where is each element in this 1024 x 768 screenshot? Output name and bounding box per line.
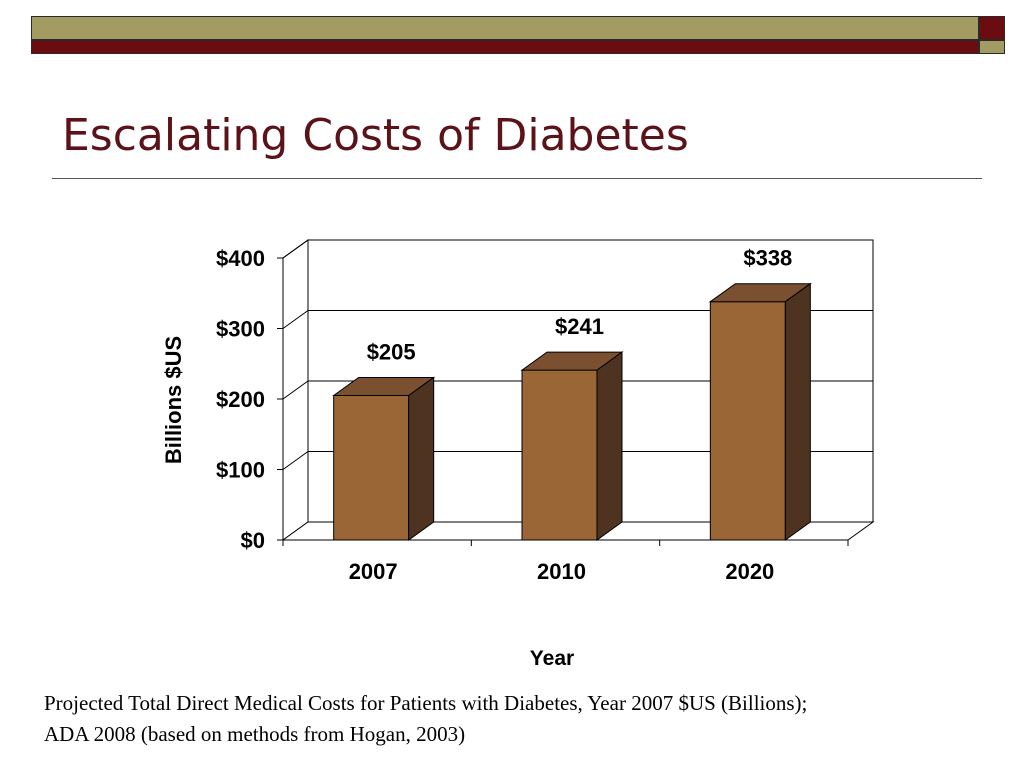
- bar-side: [596, 351, 623, 541]
- header-band-maroon: [31, 40, 979, 54]
- y-tick-label: $300: [216, 317, 265, 342]
- header-square-olive: [979, 40, 1005, 54]
- x-tick-label: 2007: [349, 559, 398, 584]
- bar: [333, 394, 410, 541]
- header-band-olive: [31, 16, 979, 40]
- slide-title: Escalating Costs of Diabetes: [62, 110, 689, 161]
- gridline-side: [282, 239, 309, 259]
- y-axis-title: Billions $US: [161, 336, 186, 464]
- gridline-side: [282, 451, 309, 470]
- title-divider: [52, 178, 982, 179]
- x-tick-label: 2020: [725, 559, 774, 584]
- caption-line-2: ADA 2008 (based on methods from Hogan, 2…: [44, 722, 466, 746]
- data-label: $205: [367, 339, 416, 364]
- data-label: $241: [555, 314, 604, 339]
- y-tick-label: $200: [216, 387, 265, 412]
- bar: [521, 369, 598, 541]
- gridline-side: [282, 310, 309, 329]
- x-axis-title: Year: [530, 647, 574, 670]
- source-caption: Projected Total Direct Medical Costs for…: [44, 688, 1004, 750]
- bar-side: [784, 282, 811, 541]
- y-tick-label: $400: [216, 246, 265, 271]
- bar: [709, 301, 786, 541]
- gridline-side: [282, 380, 309, 400]
- bar-side: [408, 376, 435, 541]
- y-tick-label: $0: [241, 528, 265, 553]
- y-tick-label: $100: [216, 458, 265, 483]
- data-label: $338: [743, 246, 792, 271]
- x-tick-label: 2010: [537, 559, 586, 584]
- caption-line-1: Projected Total Direct Medical Costs for…: [44, 691, 808, 715]
- header-square-maroon: [979, 16, 1005, 40]
